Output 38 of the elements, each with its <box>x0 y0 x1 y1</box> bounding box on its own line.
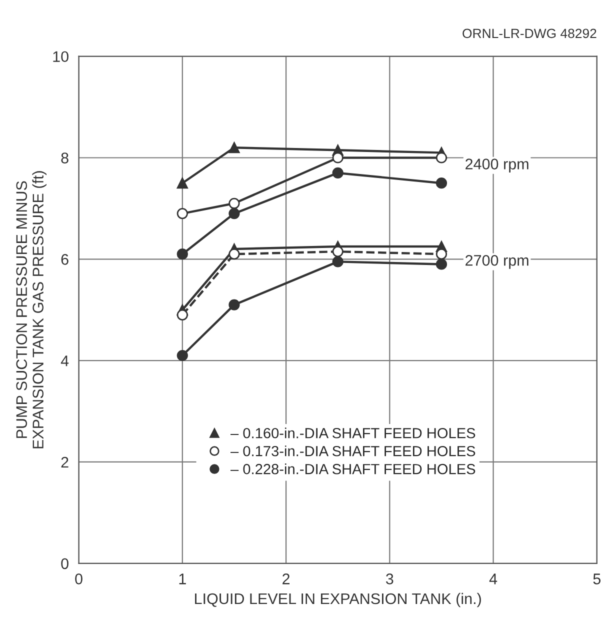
point <box>228 198 240 209</box>
x-tick-label: 3 <box>386 574 394 584</box>
point <box>228 208 240 220</box>
y-axis-title: PUMP SUCTION PRESSURE MINUS EXPANSION TANK GAS PRESSURE (ft) <box>16 171 47 448</box>
y-tick-label: 8 <box>61 152 68 164</box>
point <box>436 258 448 270</box>
point <box>436 178 448 189</box>
point <box>228 248 240 260</box>
point <box>436 248 448 260</box>
y-tick-label: 4 <box>60 356 69 366</box>
x-axis-title: LIQUID LEVEL IN EXPANSION TANK (in.) <box>195 592 481 608</box>
y-tick-label: 10 <box>53 51 68 62</box>
legend-label: – 0.228-in.-DIA SHAFT FEED HOLES <box>230 464 476 474</box>
point <box>332 246 344 258</box>
point <box>436 152 448 164</box>
point <box>332 152 344 164</box>
x-tick-label: 5 <box>593 574 601 584</box>
point <box>176 350 188 362</box>
point <box>176 208 188 220</box>
point <box>228 142 240 154</box>
point <box>176 178 188 189</box>
x-tick-label: 2 <box>282 574 290 584</box>
annotation: 2400 rpm <box>466 158 528 172</box>
legend-label: – 0.173-in.-DIA SHAFT FEED HOLES <box>230 446 476 456</box>
point <box>176 248 188 260</box>
x-tick-label: 4 <box>489 574 498 584</box>
point <box>228 299 240 310</box>
x-tick-label: 1 <box>179 574 186 584</box>
point <box>332 256 344 268</box>
text: ORNL-LR-DWG 48292 <box>462 28 596 38</box>
legend-label: – 0.160-in.-DIA SHAFT FEED HOLES <box>230 428 476 438</box>
y-tick-label: 2 <box>61 456 68 468</box>
point <box>176 309 188 320</box>
y-tick-label: 6 <box>61 254 68 265</box>
y-tick-label: 0 <box>61 558 68 570</box>
annotation: 2700 rpm <box>466 254 528 269</box>
point <box>332 167 344 179</box>
x-tick-label: 0 <box>75 574 82 584</box>
